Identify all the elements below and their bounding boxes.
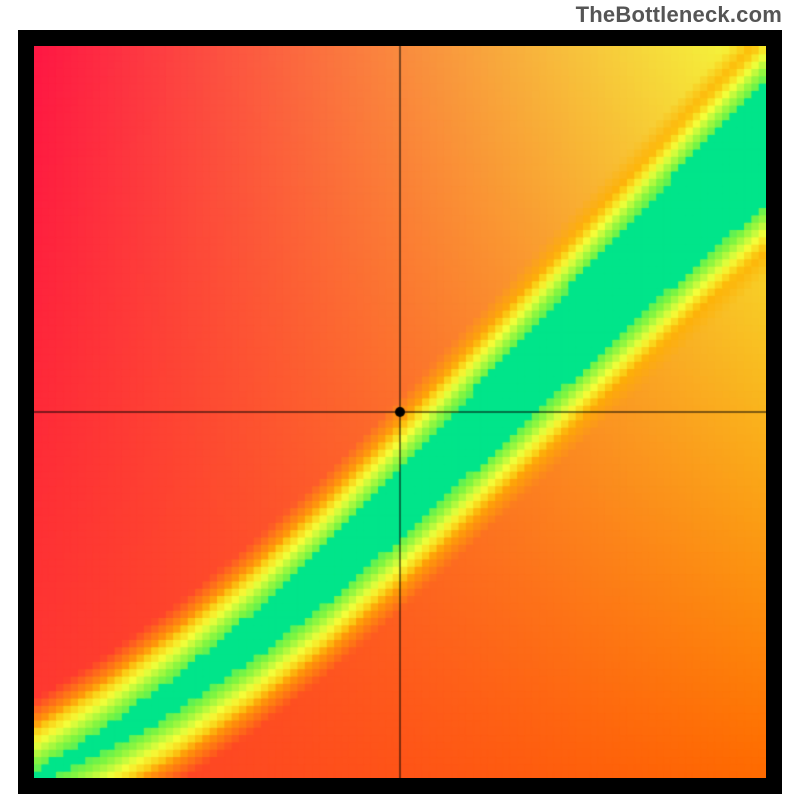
watermark-text: TheBottleneck.com <box>576 2 782 28</box>
bottleneck-heatmap <box>34 46 766 778</box>
heatmap-frame <box>18 30 782 794</box>
